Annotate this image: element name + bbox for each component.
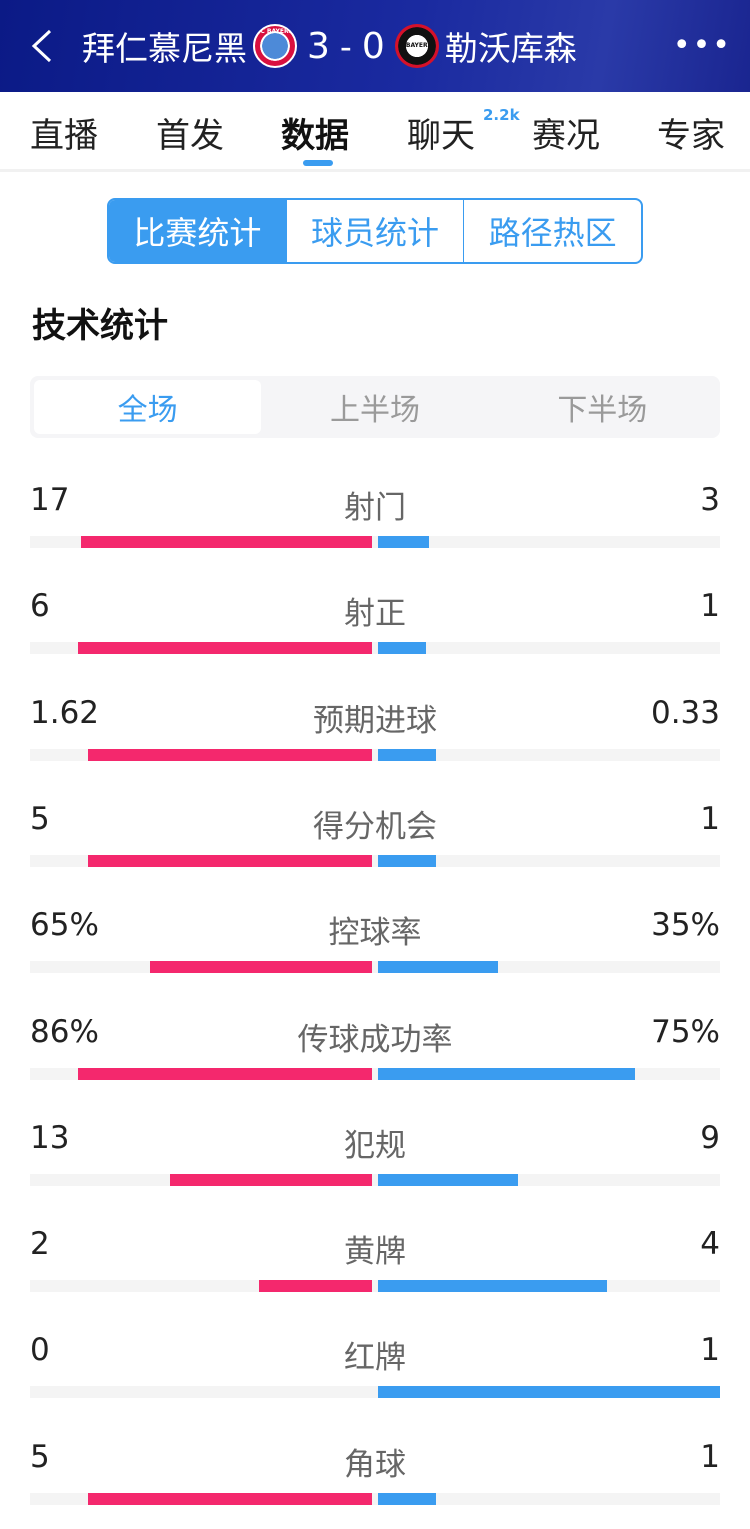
away-bar xyxy=(378,748,437,761)
home-value: 86% xyxy=(30,1013,99,1050)
segment-heatmap[interactable]: 路径热区 xyxy=(463,200,641,262)
tab-experts[interactable]: 专家 xyxy=(657,116,725,156)
away-value: 1 xyxy=(700,1438,720,1475)
tab-data[interactable]: 数据 xyxy=(281,116,349,156)
stat-row: 0 红牌 1 xyxy=(30,1332,720,1422)
tab-events[interactable]: 赛况 xyxy=(532,116,600,156)
stat-label: 红牌 xyxy=(344,1340,406,1377)
stat-label: 角球 xyxy=(344,1446,406,1483)
stat-bar-track xyxy=(30,1067,720,1080)
home-value: 5 xyxy=(30,1438,50,1475)
stat-bar-track xyxy=(30,1280,720,1293)
away-value: 4 xyxy=(700,1226,720,1263)
away-value: 35% xyxy=(651,907,720,944)
stats-type-switch: 比赛统计 球员统计 路径热区 xyxy=(107,198,643,264)
stat-bar-track xyxy=(30,1173,720,1186)
away-value: 1 xyxy=(700,800,720,837)
away-team-name: 勒沃库森 xyxy=(444,29,577,68)
segment-player-stats[interactable]: 球员统计 xyxy=(285,200,464,262)
chevron-left-icon xyxy=(31,29,52,63)
away-bar xyxy=(378,1386,720,1399)
stat-row: 65% 控球率 35% xyxy=(30,907,720,997)
period-switch: 全场 上半场 下半场 xyxy=(30,376,720,438)
stat-row: 6 射正 1 xyxy=(30,588,720,678)
stat-row: 2 黄牌 4 xyxy=(30,1226,720,1316)
home-team-name: 拜仁慕尼黑 xyxy=(82,29,247,68)
away-value: 3 xyxy=(700,482,720,518)
away-bar xyxy=(378,1067,635,1080)
home-bar xyxy=(259,1280,372,1293)
period-full[interactable]: 全场 xyxy=(34,380,262,434)
stat-bar-track xyxy=(30,536,720,548)
stat-label: 控球率 xyxy=(328,915,422,952)
home-bar xyxy=(77,642,372,655)
home-score: 3 xyxy=(307,25,330,67)
away-bar xyxy=(378,536,430,548)
home-value: 13 xyxy=(30,1119,70,1156)
home-value: 2 xyxy=(30,1226,50,1263)
away-bar xyxy=(378,1492,437,1505)
back-button[interactable] xyxy=(22,26,62,66)
stat-row: 5 得分机会 1 xyxy=(30,801,720,891)
away-value: 75% xyxy=(651,1013,720,1050)
away-score: 0 xyxy=(361,25,385,67)
stat-row: 5 角球 1 xyxy=(30,1439,720,1529)
stat-row: 13 犯规 9 xyxy=(30,1120,720,1210)
match-header: 拜仁慕尼黑 FC BAYERN 3 - 0 BAYER 勒沃库森 ••• xyxy=(0,0,750,92)
home-team-badge: FC BAYERN xyxy=(253,24,297,68)
home-value: 1.62 xyxy=(30,694,100,731)
stat-bar-track xyxy=(30,1386,720,1399)
stat-label: 射门 xyxy=(344,490,406,526)
away-bar xyxy=(378,642,426,655)
away-value: 9 xyxy=(700,1119,720,1156)
away-bar xyxy=(378,1173,519,1186)
period-second-half[interactable]: 下半场 xyxy=(557,393,648,428)
main-tabs: 直播 首发 数据 聊天 2.2k 赛况 专家 xyxy=(0,92,750,172)
stat-label: 黄牌 xyxy=(344,1234,406,1271)
stat-bar-track xyxy=(30,961,720,974)
tab-live[interactable]: 直播 xyxy=(30,116,98,156)
away-bar xyxy=(378,854,437,867)
home-value: 65% xyxy=(30,907,99,944)
active-tab-indicator xyxy=(303,160,333,166)
period-first-half[interactable]: 上半场 xyxy=(329,393,420,428)
tab-chat[interactable]: 聊天 xyxy=(407,116,475,156)
home-bar xyxy=(170,1173,372,1186)
stat-label: 传球成功率 xyxy=(297,1021,453,1058)
home-value: 17 xyxy=(30,482,70,518)
home-bar xyxy=(149,961,372,974)
stat-label: 射正 xyxy=(344,596,406,633)
stat-bar-track xyxy=(30,854,720,867)
stat-label: 得分机会 xyxy=(313,808,437,845)
stat-row: 17 射门 3 xyxy=(30,482,720,572)
tab-lineup[interactable]: 首发 xyxy=(156,116,224,156)
home-bar xyxy=(88,1492,372,1505)
away-value: 1 xyxy=(700,588,720,625)
segment-match-stats[interactable]: 比赛统计 xyxy=(109,200,286,262)
stat-row: 1.62 预期进球 0.33 xyxy=(30,695,720,785)
home-bar xyxy=(88,854,372,867)
home-bar xyxy=(81,536,372,548)
home-value: 6 xyxy=(30,588,50,625)
stat-label: 预期进球 xyxy=(313,702,437,739)
stat-bar-track xyxy=(30,642,720,655)
home-value: 5 xyxy=(30,800,50,837)
stat-row: 86% 传球成功率 75% xyxy=(30,1014,720,1104)
chat-count-badge: 2.2k xyxy=(483,106,520,124)
section-title: 技术统计 xyxy=(32,306,168,346)
home-bar xyxy=(77,1067,372,1080)
more-icon[interactable]: ••• xyxy=(672,28,732,63)
stat-bar-track xyxy=(30,1492,720,1505)
away-value: 0.33 xyxy=(650,694,720,731)
away-value: 1 xyxy=(700,1332,720,1369)
away-team-badge: BAYER xyxy=(394,24,439,68)
stat-bar-track xyxy=(30,748,720,761)
score-separator: - xyxy=(339,26,352,66)
home-bar xyxy=(88,748,372,761)
stat-label: 犯规 xyxy=(344,1127,406,1164)
away-bar xyxy=(378,1280,608,1293)
away-bar xyxy=(378,961,498,974)
match-title: 拜仁慕尼黑 FC BAYERN 3 - 0 BAYER 勒沃库森 xyxy=(82,22,577,70)
home-value: 0 xyxy=(30,1332,50,1369)
